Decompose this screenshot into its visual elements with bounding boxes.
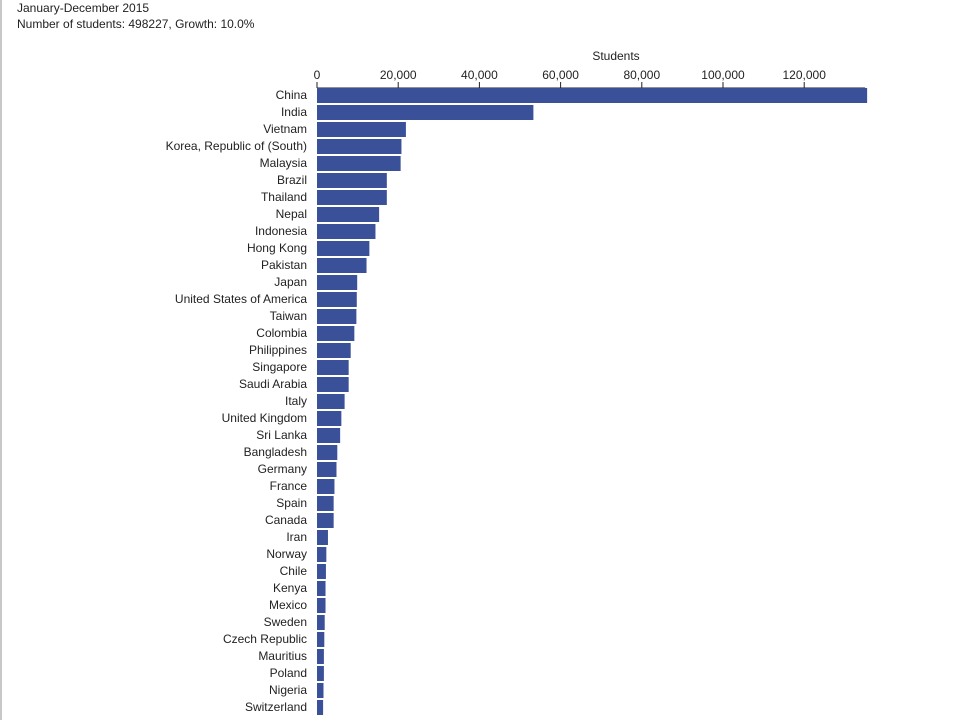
category-label: Sweden <box>264 615 307 629</box>
category-label: Chile <box>280 564 308 578</box>
period-label: January-December 2015 <box>17 1 150 15</box>
bar <box>317 241 370 256</box>
category-label: Spain <box>276 496 307 510</box>
bar <box>317 428 341 443</box>
bar <box>317 496 334 511</box>
bar <box>317 105 534 120</box>
bar <box>317 411 342 426</box>
category-label: Poland <box>270 666 307 680</box>
bar <box>317 649 324 664</box>
bar <box>317 258 367 273</box>
category-label: Indonesia <box>255 224 307 238</box>
bar <box>317 190 387 205</box>
x-axis: 0 20,000 40,000 60,000 80,000 100,000 120,000 <box>314 68 866 89</box>
category-label: Saudi Arabia <box>239 377 307 391</box>
bar <box>317 666 324 681</box>
category-label: Malaysia <box>260 156 308 170</box>
bar <box>317 326 355 341</box>
category-label: Vietnam <box>263 122 307 136</box>
bar <box>317 547 327 562</box>
bar <box>317 462 337 477</box>
category-label: Korea, Republic of (South) <box>166 139 307 153</box>
bar <box>317 479 335 494</box>
bars-group <box>317 88 868 715</box>
category-label: Germany <box>258 462 307 476</box>
bar <box>317 513 334 528</box>
bar <box>317 275 358 290</box>
bar <box>317 394 345 409</box>
category-label: Bangladesh <box>244 445 307 459</box>
category-label: Taiwan <box>270 309 307 323</box>
bar <box>317 598 326 613</box>
category-label: France <box>270 479 308 493</box>
bar <box>317 224 376 239</box>
bar <box>317 564 326 579</box>
category-label: Mexico <box>269 598 307 612</box>
bar <box>317 530 328 545</box>
bar <box>317 445 338 460</box>
bar <box>317 581 326 596</box>
category-label: Czech Republic <box>223 632 307 646</box>
x-axis-title: Students <box>592 49 639 63</box>
x-tick-label: 0 <box>314 68 321 82</box>
bar <box>317 292 357 307</box>
bar <box>317 683 324 698</box>
category-label: Nepal <box>276 207 307 221</box>
category-label: Pakistan <box>261 258 307 272</box>
x-tick-label: 40,000 <box>461 68 498 82</box>
bar <box>317 615 325 630</box>
summary-label: Number of students: 498227, Growth: 10.0… <box>17 17 255 31</box>
category-label: Italy <box>285 394 307 408</box>
category-label: Colombia <box>256 326 307 340</box>
category-label: Norway <box>266 547 307 561</box>
category-label: Mauritius <box>258 649 307 663</box>
bar <box>317 88 868 103</box>
bar <box>317 122 406 137</box>
bar <box>317 377 349 392</box>
category-label: Hong Kong <box>247 241 307 255</box>
x-tick-label: 120,000 <box>783 68 827 82</box>
category-label: United States of America <box>175 292 307 306</box>
category-label: Brazil <box>277 173 307 187</box>
x-tick-label: 80,000 <box>623 68 660 82</box>
bar <box>317 156 401 171</box>
bar <box>317 632 325 647</box>
category-label: Thailand <box>261 190 307 204</box>
category-label: Japan <box>274 275 307 289</box>
bar <box>317 309 357 324</box>
x-tick-label: 20,000 <box>380 68 417 82</box>
bar <box>317 360 349 375</box>
category-label: Nigeria <box>269 683 307 697</box>
bar <box>317 173 387 188</box>
bar <box>317 700 324 715</box>
category-label: Iran <box>286 530 307 544</box>
category-label: Sri Lanka <box>256 428 307 442</box>
category-label: Singapore <box>252 360 307 374</box>
category-labels: China India Vietnam Korea, Republic of (Sou… <box>166 88 308 714</box>
category-label: Switzerland <box>245 700 307 714</box>
bar <box>317 343 351 358</box>
category-label: India <box>281 105 307 119</box>
bar <box>317 207 380 222</box>
category-label: Canada <box>265 513 307 527</box>
category-label: China <box>276 88 308 102</box>
category-label: United Kingdom <box>222 411 307 425</box>
bar <box>317 139 402 154</box>
x-tick-label: 60,000 <box>542 68 579 82</box>
category-label: Kenya <box>273 581 307 595</box>
left-border <box>0 0 2 720</box>
category-label: Philippines <box>249 343 307 357</box>
x-tick-label: 100,000 <box>701 68 745 82</box>
